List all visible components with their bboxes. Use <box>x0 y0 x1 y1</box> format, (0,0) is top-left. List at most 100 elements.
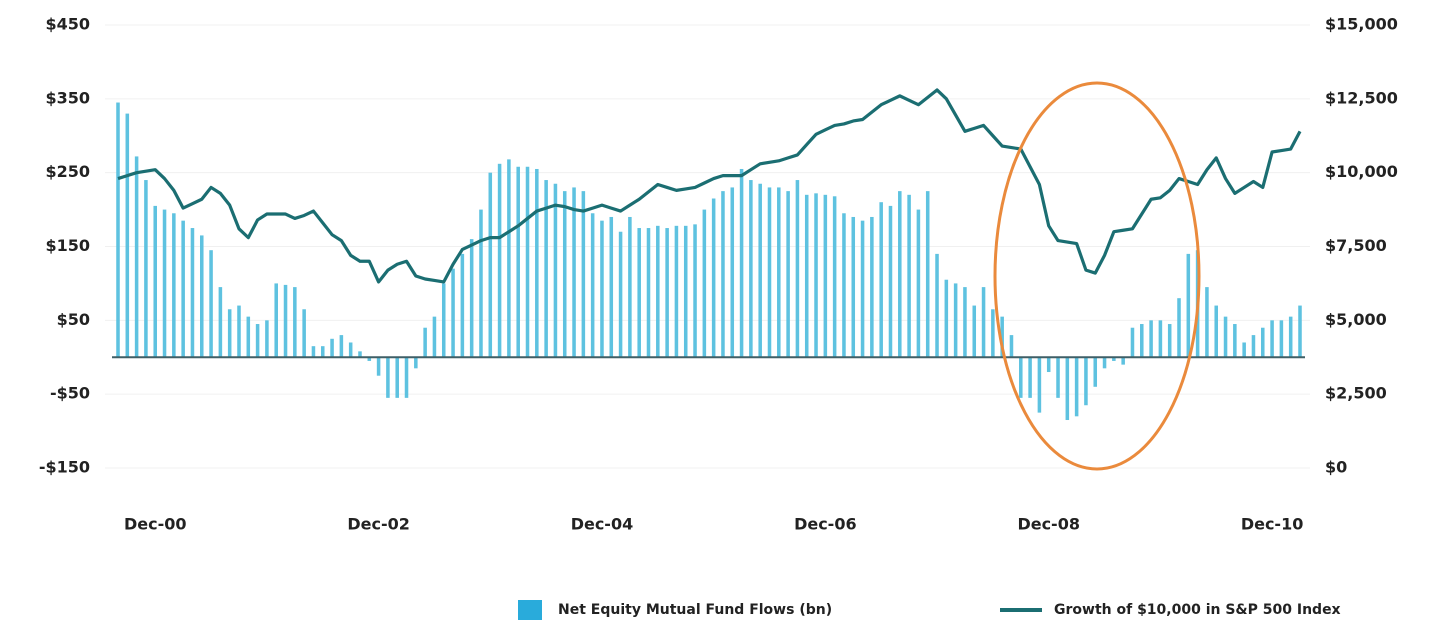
bar <box>488 172 493 358</box>
bar <box>925 191 930 358</box>
bar <box>1251 335 1256 358</box>
bar <box>1056 357 1060 398</box>
bar <box>535 168 539 358</box>
bar <box>553 183 558 358</box>
bar <box>823 194 828 358</box>
bar <box>544 180 548 358</box>
bar <box>693 224 697 358</box>
bar <box>507 159 511 358</box>
bar <box>674 225 679 358</box>
bar <box>190 228 195 358</box>
bar <box>963 287 967 358</box>
y-tick-label: $250 <box>45 162 90 181</box>
bar <box>218 287 223 358</box>
bar <box>870 216 874 358</box>
bar <box>497 163 502 358</box>
bar <box>1261 327 1265 358</box>
bar <box>711 198 716 358</box>
bar <box>172 213 176 358</box>
bar <box>730 187 735 358</box>
bar <box>1065 357 1070 421</box>
bar <box>786 191 790 358</box>
y-tick-label: $150 <box>45 236 90 255</box>
bar <box>1102 357 1107 369</box>
bar <box>386 357 390 398</box>
bar <box>209 250 213 358</box>
bar <box>302 309 306 358</box>
bar <box>432 316 437 358</box>
bar <box>423 327 427 358</box>
bar <box>683 225 688 358</box>
bar <box>1140 324 1144 358</box>
bar <box>1223 316 1228 358</box>
y-tick-label: $450 <box>45 15 90 34</box>
bar <box>1158 320 1163 358</box>
bar <box>1121 357 1125 365</box>
bar <box>1009 335 1014 358</box>
line <box>117 88 1302 284</box>
bar <box>1167 324 1172 358</box>
bar <box>451 268 455 358</box>
bar <box>888 205 893 358</box>
bar <box>125 113 130 358</box>
bar <box>646 228 651 358</box>
bar <box>991 309 995 358</box>
marks <box>112 88 1305 421</box>
bar <box>1046 357 1051 373</box>
bar <box>479 209 483 358</box>
bar <box>739 168 744 358</box>
bar <box>134 156 139 358</box>
bar <box>1298 305 1302 358</box>
bar <box>1093 357 1098 387</box>
bar <box>562 191 567 358</box>
bar <box>590 213 595 358</box>
bar <box>330 338 334 358</box>
bar <box>777 187 781 358</box>
y-tick-label: -$150 <box>39 458 90 477</box>
y-tick-label: $50 <box>57 310 90 329</box>
bar <box>972 305 977 358</box>
x-tick-label: Dec-04 <box>571 515 634 534</box>
bar <box>144 180 148 358</box>
bar <box>1149 320 1153 358</box>
bar <box>581 191 586 358</box>
bar <box>1205 287 1209 358</box>
bar <box>1177 298 1181 358</box>
bar <box>1084 357 1088 406</box>
bar <box>1000 316 1004 358</box>
bar <box>367 357 372 361</box>
bar <box>981 287 986 358</box>
bar <box>525 166 530 358</box>
bar <box>944 279 949 358</box>
y2-tick-label: $2,500 <box>1325 384 1387 403</box>
bar <box>749 180 753 358</box>
bar <box>1214 305 1219 358</box>
bar <box>414 357 418 369</box>
bar <box>953 283 958 358</box>
x-tick-label: Dec-10 <box>1241 515 1304 534</box>
bar <box>199 235 204 358</box>
bar <box>851 216 856 358</box>
bar <box>628 216 632 358</box>
bar <box>320 346 325 358</box>
bar <box>460 253 465 358</box>
bar <box>255 324 260 358</box>
bar <box>116 102 120 358</box>
bar <box>600 220 604 358</box>
bar <box>376 357 381 376</box>
bar <box>274 283 278 358</box>
bar <box>153 205 157 358</box>
bar <box>814 193 818 358</box>
bar <box>804 194 809 358</box>
y2-tick-label: $10,000 <box>1325 162 1398 181</box>
y2-tick-label: $5,000 <box>1325 310 1387 329</box>
bar <box>656 225 660 358</box>
highlight-ellipse <box>993 81 1201 471</box>
y2-tick-label: $15,000 <box>1325 15 1398 34</box>
bar <box>265 320 269 358</box>
bar <box>907 194 911 358</box>
y-tick-label: -$50 <box>50 384 90 403</box>
bar <box>767 187 772 358</box>
bar <box>516 166 520 358</box>
